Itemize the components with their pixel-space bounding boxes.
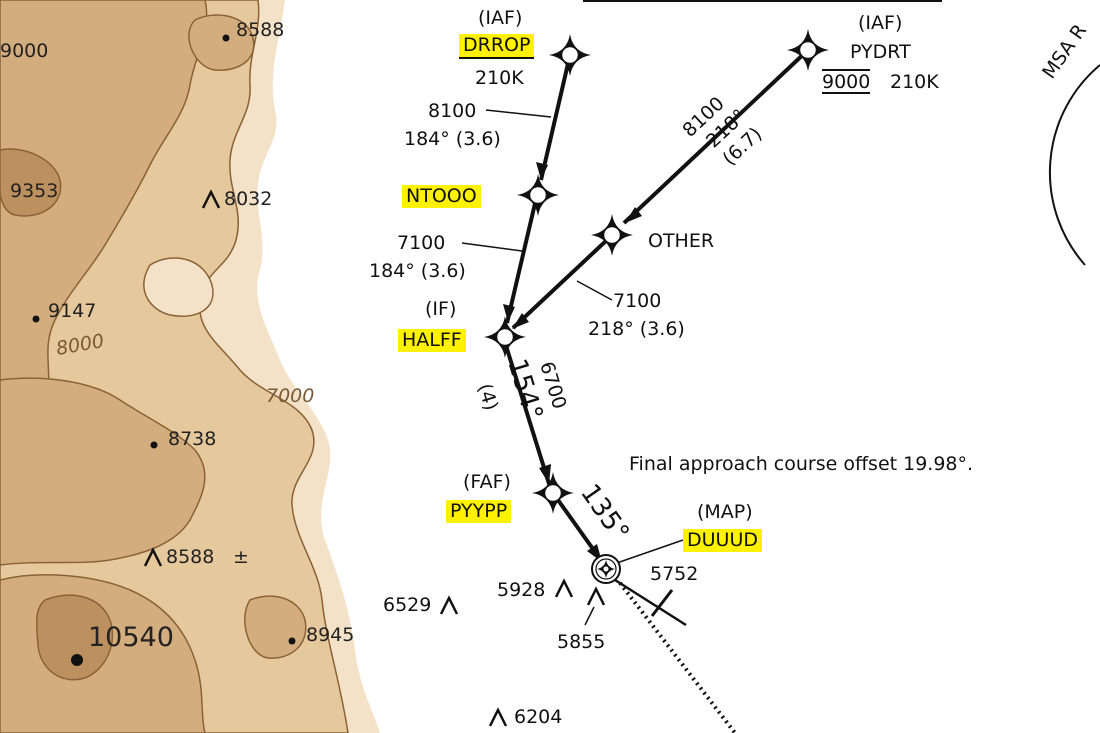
obstacle-icon-8032: [201, 189, 221, 209]
pydrt-altitude: 9000: [822, 69, 871, 94]
obstacle-icon-5928: [554, 578, 574, 598]
elevation-10540: 10540: [88, 622, 174, 653]
obstacle-8588: 8588: [166, 546, 215, 568]
spot-dot-10540: [71, 654, 83, 666]
terrain-peak: [35, 594, 114, 681]
fix-icon-ntooo: [517, 174, 559, 216]
halff-name[interactable]: HALFF: [398, 329, 466, 352]
track-ntooo-halff: [505, 194, 539, 324]
terrain-high-2: [0, 377, 206, 566]
spot-dot-8738: [150, 441, 158, 449]
terrain-white-gap: [143, 257, 214, 317]
spot-dot-8588: [222, 34, 230, 42]
fix-symbols: [484, 29, 829, 584]
obstacle-symbols: [143, 189, 606, 727]
drrop-leg-altitude: 8100: [428, 100, 477, 122]
leader-lines: [461, 109, 684, 626]
terrain-high-4: [244, 595, 307, 659]
fix-icon-other: [591, 214, 633, 256]
fix-icon-pydrt: [787, 29, 829, 71]
arrow-halff-pyypp: [539, 464, 551, 484]
track-drrop-ntooo: [539, 54, 572, 181]
elevation-8588-top: 8588: [236, 19, 285, 41]
elevation-8945: 8945: [306, 624, 355, 646]
obstacle-5752: 5752: [650, 563, 699, 585]
obstacle-8588-suffix: ±: [233, 546, 249, 568]
other-name[interactable]: OTHER: [648, 230, 715, 252]
leader-8100-drrop: [485, 109, 552, 118]
drrop-role: (IAF): [478, 7, 523, 29]
obstacle-icon-6204: [488, 707, 508, 727]
arrow-ntooo-halff: [503, 304, 515, 322]
obstacle-icon-5855: [586, 586, 606, 606]
elevation-9147: 9147: [48, 300, 97, 322]
drrop-name[interactable]: DRROP: [459, 34, 535, 59]
elevation-9000: 9000: [0, 40, 49, 62]
track-other-halff: [511, 237, 610, 330]
obstacle-8032: 8032: [224, 188, 273, 210]
leader-5855: [584, 606, 595, 626]
map-waypoint-icon: [591, 554, 621, 584]
msa-label: MSA R: [1038, 20, 1091, 83]
other-leg-course: 218° (3.6): [588, 318, 685, 340]
approach-tracks: [501, 48, 810, 565]
msa-circle: [1048, 64, 1100, 266]
terrain-high-5: [188, 14, 255, 71]
offset-note: Final approach course offset 19.98°.: [629, 453, 974, 475]
pydrt-name[interactable]: PYDRT: [850, 41, 911, 63]
fix-icon-pyypp: [532, 472, 574, 514]
track-pydrt-other: [622, 48, 810, 225]
arrow-pydrt-other: [625, 207, 642, 223]
track-halff-pyypp: [501, 335, 552, 488]
missed-approach-path: [618, 581, 737, 733]
fix-icon-drrop: [549, 34, 591, 76]
ntooo-leg-altitude: 7100: [397, 232, 446, 254]
arrow-other-halff: [512, 313, 529, 329]
halff-leg-distance: (4): [473, 381, 502, 413]
pydrt-speed: 210K: [890, 71, 939, 93]
ntooo-leg-course: 184° (3.6): [369, 260, 466, 282]
duuud-name[interactable]: DUUUD: [683, 529, 762, 552]
pyypp-name[interactable]: PYYPP: [446, 500, 512, 523]
other-leg-altitude: 7100: [613, 290, 662, 312]
pydrt-role: (IAF): [858, 12, 903, 34]
duuud-role: (MAP): [697, 501, 753, 523]
drrop-speed: 210K: [475, 67, 524, 89]
runway-threshold-bar: [650, 589, 674, 617]
ntooo-name[interactable]: NTOOO: [402, 185, 481, 208]
drrop-leg-course: 184° (3.6): [404, 128, 501, 150]
track-arrowheads: [503, 162, 642, 562]
elevation-8738: 8738: [168, 428, 217, 450]
contour-label-7000: 7000: [266, 385, 315, 407]
obstacle-6529: 6529: [383, 594, 432, 616]
obstacle-icon-6529: [439, 595, 459, 615]
spot-dot-9147: [32, 315, 40, 323]
terrain-peak-2: [0, 148, 62, 217]
arrow-drrop-ntooo: [536, 162, 548, 180]
obstacle-icon-8588: [143, 547, 163, 567]
obstacle-5855: 5855: [557, 631, 606, 653]
obstacle-6204: 6204: [514, 706, 563, 728]
pyypp-role: (FAF): [463, 471, 511, 493]
leader-7100-other: [576, 280, 613, 301]
halff-role: (IF): [425, 298, 457, 320]
runway-course-line: [614, 578, 687, 627]
fix-icon-halff: [484, 316, 526, 358]
elevation-9353: 9353: [10, 180, 59, 202]
leader-duuud: [613, 539, 684, 565]
spot-dot-8945: [288, 637, 296, 645]
terrain-relief: [0, 0, 380, 733]
spot-elevation-dots: [32, 34, 296, 666]
obstacle-5928: 5928: [497, 579, 546, 601]
leader-7100-ntooo: [461, 242, 523, 252]
